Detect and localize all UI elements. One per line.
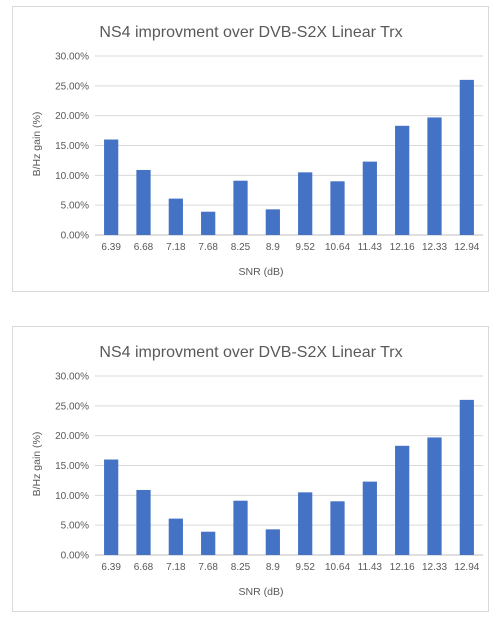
- plot-area: 0.00% 5.00% 10.00% 15.00% 20.00% 25.00% 30.00%…: [55, 52, 483, 253]
- x-tick-label: 6.39: [101, 242, 121, 253]
- x-tick-label: 7.68: [198, 242, 218, 253]
- x-tick-label: 12.33: [422, 562, 447, 573]
- x-tick-label: 11.43: [358, 242, 383, 253]
- x-tick-label: 12.16: [390, 562, 415, 573]
- x-tick-label: 12.94: [454, 242, 479, 253]
- bar: [362, 481, 377, 555]
- y-tick-label: 30.00%: [55, 372, 89, 383]
- bar: [298, 492, 313, 555]
- bar: [104, 459, 119, 555]
- x-tick-label: 12.94: [454, 562, 479, 573]
- bar: [233, 180, 248, 235]
- x-tick-label: 10.64: [325, 242, 350, 253]
- bar: [104, 139, 119, 235]
- x-tick-label: 10.64: [325, 562, 350, 573]
- bar: [362, 161, 377, 235]
- bar: [233, 500, 248, 555]
- x-tick-label: 7.68: [198, 562, 218, 573]
- y-tick-label: 10.00%: [55, 491, 89, 502]
- x-tick-label: 8.9: [266, 242, 280, 253]
- plot-area: 0.00% 5.00% 10.00% 15.00% 20.00% 25.00% 30.00%…: [55, 372, 483, 573]
- bar: [330, 181, 345, 235]
- y-tick-label: 0.00%: [61, 231, 89, 242]
- y-tick-label: 25.00%: [55, 81, 89, 92]
- bar: [427, 437, 442, 555]
- bar-chart-2: NS4 improvment over DVB-S2X Linear Trx B…: [31, 344, 483, 598]
- y-tick-label: 15.00%: [55, 141, 89, 152]
- bar: [459, 79, 474, 235]
- y-tick-label: 15.00%: [55, 461, 89, 472]
- bar: [298, 172, 313, 235]
- x-axis-label: SNR (dB): [239, 266, 284, 278]
- chart-panel-2: NS4 improvment over DVB-S2X Linear Trx B…: [12, 326, 489, 612]
- y-tick-label: 20.00%: [55, 431, 89, 442]
- chart-title: NS4 improvment over DVB-S2X Linear Trx: [99, 24, 402, 41]
- y-tick-label: 25.00%: [55, 401, 89, 412]
- x-tick-label: 8.9: [266, 562, 280, 573]
- x-tick-label: 8.25: [231, 242, 251, 253]
- bar: [136, 169, 151, 235]
- bar: [265, 529, 280, 555]
- y-tick-label: 0.00%: [61, 551, 89, 562]
- bar: [168, 198, 183, 235]
- bar-chart-1: NS4 improvment over DVB-S2X Linear Trx B…: [31, 24, 483, 278]
- y-tick-label: 20.00%: [55, 111, 89, 122]
- x-tick-label: 7.18: [166, 562, 186, 573]
- bar: [459, 399, 474, 555]
- x-axis-label: SNR (dB): [239, 586, 284, 598]
- y-axis-label: B/Hz gain (%): [31, 112, 43, 177]
- y-tick-label: 10.00%: [55, 171, 89, 182]
- bar: [395, 445, 410, 555]
- x-tick-label: 12.33: [422, 242, 447, 253]
- x-tick-label: 6.39: [101, 562, 121, 573]
- x-tick-label: 6.68: [134, 242, 154, 253]
- x-tick-label: 8.25: [231, 562, 251, 573]
- y-tick-label: 30.00%: [55, 52, 89, 63]
- y-tick-label: 5.00%: [61, 201, 89, 212]
- bar: [395, 125, 410, 235]
- x-tick-label: 6.68: [134, 562, 154, 573]
- x-tick-label: 7.18: [166, 242, 186, 253]
- chart-panel-1: NS4 improvment over DVB-S2X Linear Trx B…: [12, 6, 489, 292]
- bar: [136, 489, 151, 555]
- x-tick-label: 9.52: [295, 562, 315, 573]
- x-tick-label: 11.43: [358, 562, 383, 573]
- bar: [265, 209, 280, 235]
- bar: [330, 501, 345, 555]
- x-tick-label: 12.16: [390, 242, 415, 253]
- x-tick-label: 9.52: [295, 242, 315, 253]
- y-tick-label: 5.00%: [61, 521, 89, 532]
- bar: [201, 531, 216, 555]
- bar: [201, 211, 216, 235]
- chart-title: NS4 improvment over DVB-S2X Linear Trx: [99, 344, 402, 361]
- bar: [168, 518, 183, 555]
- y-axis-label: B/Hz gain (%): [31, 432, 43, 497]
- bar: [427, 117, 442, 235]
